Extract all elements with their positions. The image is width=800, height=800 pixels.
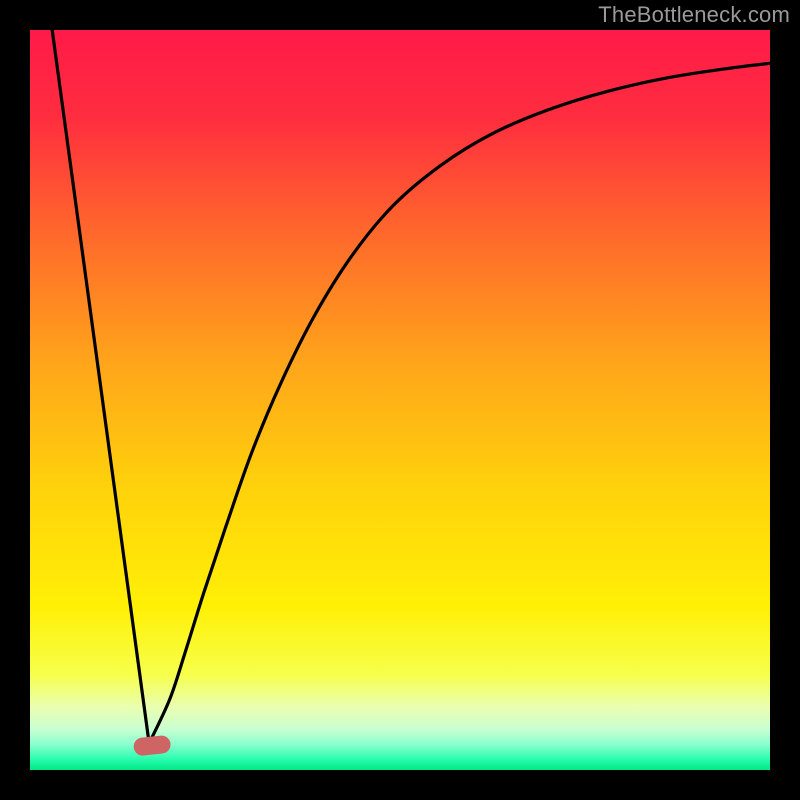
chart-stage: TheBottleneck.com [0,0,800,800]
plot-background [30,30,770,770]
bottleneck-chart [0,0,800,800]
watermark-label: TheBottleneck.com [598,2,790,28]
